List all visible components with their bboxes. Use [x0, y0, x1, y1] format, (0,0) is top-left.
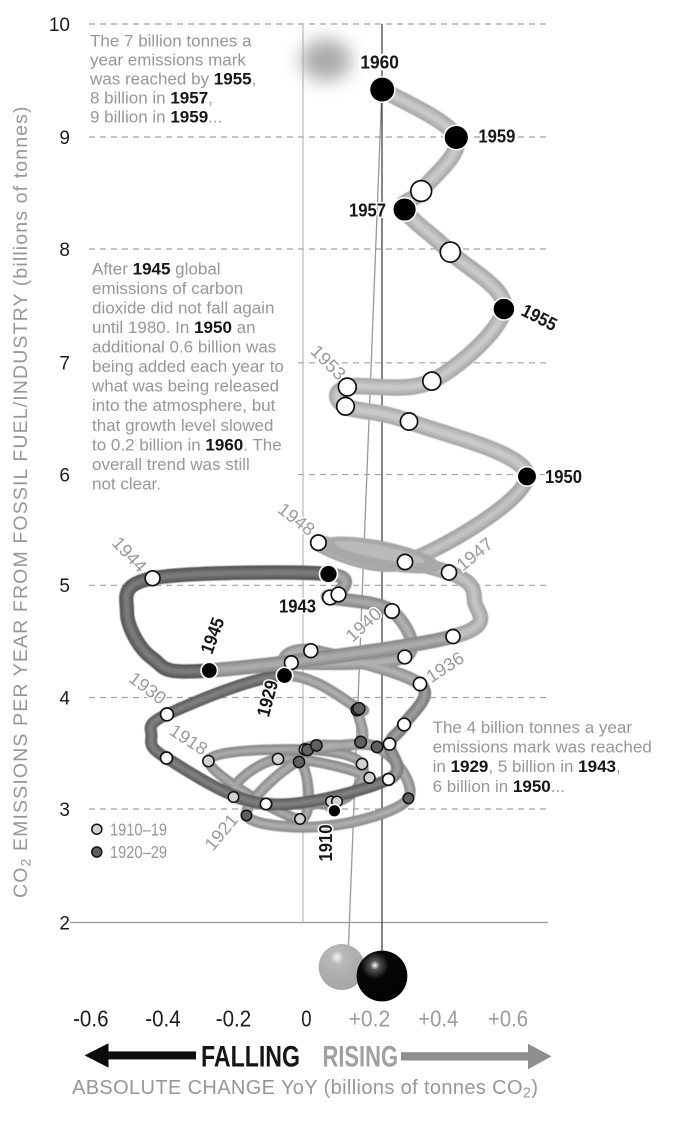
svg-text:RISING: RISING	[323, 1041, 399, 1074]
svg-text:+0.4: +0.4	[418, 1006, 458, 1032]
svg-text:-0.6: -0.6	[73, 1006, 108, 1032]
svg-text:1960: 1960	[360, 52, 399, 73]
svg-text:ABSOLUTE CHANGE YoY (billions: ABSOLUTE CHANGE YoY (billions of tonnes …	[72, 1077, 538, 1102]
svg-text:+0.6: +0.6	[488, 1006, 528, 1032]
svg-text:4: 4	[59, 688, 70, 709]
svg-text:The 7 billion tonnes a year em: The 7 billion tonnes a year emissions ma…	[89, 31, 261, 126]
svg-text:10: 10	[49, 15, 70, 36]
svg-text:2: 2	[59, 913, 70, 934]
svg-text:1929: 1929	[252, 678, 282, 719]
svg-text:The 4 billion tonnes a year em: The 4 billion tonnes a year emissions ma…	[433, 718, 657, 796]
svg-text:CO2 EMISSIONS PER YEAR FROM FO: CO2 EMISSIONS PER YEAR FROM FOSSIL FUEL/…	[10, 105, 34, 898]
svg-text:FALLING: FALLING	[201, 1041, 300, 1074]
svg-text:7: 7	[59, 354, 70, 375]
svg-text:1910–19: 1910–19	[110, 819, 167, 839]
svg-text:9: 9	[59, 128, 70, 149]
svg-text:1943: 1943	[279, 596, 316, 617]
svg-text:-0.2: -0.2	[216, 1006, 251, 1032]
svg-text:1910: 1910	[315, 825, 336, 862]
svg-text:6: 6	[59, 465, 70, 486]
svg-text:8: 8	[59, 240, 70, 261]
svg-text:1950: 1950	[545, 466, 582, 487]
svg-text:1920–29: 1920–29	[110, 842, 167, 862]
svg-text:1959: 1959	[478, 126, 515, 147]
svg-text:1957: 1957	[349, 200, 386, 221]
svg-text:3: 3	[59, 800, 70, 821]
svg-text:+0.2: +0.2	[349, 1006, 391, 1032]
svg-text:-0.4: -0.4	[145, 1006, 180, 1032]
svg-text:0: 0	[301, 1006, 311, 1032]
svg-text:After 1945 global emissions of: After 1945 global emissions of carbon di…	[91, 259, 289, 493]
svg-text:5: 5	[59, 576, 70, 597]
